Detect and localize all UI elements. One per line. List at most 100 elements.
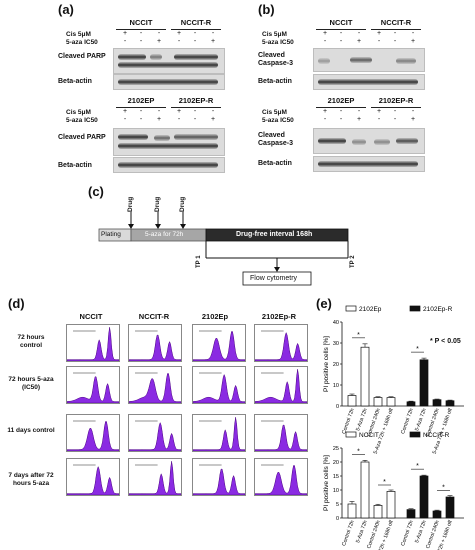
panel-b-bottom-line-1: 2102EP [327, 96, 355, 105]
panel-d-letter: (d) [8, 296, 25, 311]
panel-a-bottom-aza-sign-1: - [123, 116, 127, 123]
chart-1-2102Ep-R-bar-3 [432, 399, 442, 407]
panel-b-top-casp-blot [313, 48, 425, 72]
panel-a-bottom-actin-blot [113, 157, 225, 173]
chart-1-ytick-label: 30 [333, 341, 339, 347]
chart-1-2102Ep-bar-4 [386, 397, 396, 407]
panel-a-top-aza-sign-3: + [156, 38, 162, 45]
panel-b-bottom-aza-sign-5: - [393, 116, 397, 123]
aza-period-label: 5-aza for 72h [145, 231, 184, 238]
panel-a-top-signs: + - - + - - - - + - - + [116, 30, 222, 48]
chart-1-category-label: 5-Aza 72h [355, 408, 369, 432]
panel-a-top-cis-sign-5: - [193, 30, 197, 37]
panel-a-top-cis-label: Cis 5μM [66, 31, 91, 38]
panel-b-top-cis-sign-5: - [393, 30, 397, 37]
chart-2-legend-label: NCCIT [359, 432, 379, 439]
chart-1-2102Ep-bar-3 [373, 397, 383, 407]
chart-2-ytick-label: 10 [333, 488, 339, 494]
chart-1-sig-star: * [357, 332, 360, 339]
chart-1-ytick-label: 20 [333, 362, 339, 368]
chart-1-ytick-label: 0 [336, 404, 339, 410]
flow-arrow-head [274, 267, 280, 272]
panel-a-top-aza-sign-5: - [193, 38, 197, 45]
panel-b-top-cis-label: Cis 5μM [262, 31, 287, 38]
chart-2-NCCIT-R-bar-2 [419, 475, 429, 519]
panel-a-top-actin-blot [113, 74, 225, 90]
chart-1-2102Ep-R-bar-2 [419, 359, 429, 407]
chart-2-ytick-label: 25 [333, 446, 339, 452]
panel-a-bottom-aza-sign-4: - [177, 116, 181, 123]
panel-b-top-cis-sign-3: - [357, 30, 361, 37]
panel-a-bottom-underline-2 [171, 107, 221, 108]
panel-a-top-cis-sign-2: - [139, 30, 143, 37]
plating-label: Plating [101, 231, 121, 238]
chart-2-NCCIT-bar-2 [360, 461, 370, 519]
panel-b-top-aza-sign-4: - [377, 38, 381, 45]
panel-a-bottom-cis-sign-6: - [211, 108, 215, 115]
panel-b-bottom-cis-sign-2: - [339, 108, 343, 115]
chart-2-NCCIT-R-bar-4 [445, 496, 455, 519]
chart-2-ytick-label: 5 [336, 502, 339, 508]
chart-1-ytick-label: 40 [333, 320, 339, 326]
panel-d-row-3: 11 days control [7, 427, 55, 434]
panel-b-top-cis-sign-1: + [322, 30, 328, 37]
panel-b-bottom-aza-sign-1: - [323, 116, 327, 123]
panel-b-bottom-aza-sign-4: - [377, 116, 381, 123]
chart-2-category-label: 5-Aza 72h [414, 520, 428, 544]
panel-a-top-aza-label: 5-aza IC50 [66, 39, 98, 46]
panel-a-bottom-cis-sign-2: - [139, 108, 143, 115]
panel-b-letter: (b) [258, 2, 275, 17]
chart-2-NCCIT-R-bar-1 [406, 509, 416, 519]
panel-a-top-cis-sign-3: - [157, 30, 161, 37]
chart-1-category-label: 5-Aza 72h [414, 408, 428, 432]
chart-2-category-label: 5-Aza 72h [355, 520, 369, 544]
panel-b-bottom-aza-sign-3: + [356, 116, 362, 123]
panel-b-top-aza-sign-1: - [323, 38, 327, 45]
drug-arrow-3 [180, 212, 186, 229]
panel-a-bottom-aza-sign-6: + [210, 116, 216, 123]
panel-b-top-line-1: NCCIT [329, 18, 353, 27]
panel-a-top-line-1: NCCIT [129, 18, 153, 27]
panel-b-top-underline-2 [371, 29, 421, 30]
panel-c-letter: (c) [88, 184, 104, 199]
flow-label: Flow cytometry [250, 275, 298, 282]
panel-a-top-aza-sign-4: - [177, 38, 181, 45]
panel-b-top-underline-1 [316, 29, 366, 30]
chart-2-legend-swatch [345, 431, 357, 438]
chart-2-sig-star: * [416, 463, 419, 470]
panel-b-bottom-actin-blot [313, 156, 425, 172]
chart-1-2102Ep-bar-1 [347, 395, 357, 407]
panel-d-col-1: NCCIT [79, 312, 103, 321]
panel-a-top-cis-sign-1: + [122, 30, 128, 37]
panel-e-letter: (e) [316, 296, 332, 311]
panel-a-top-target: Cleaved PARP [58, 53, 106, 60]
chart-2-NCCIT-bar-4 [386, 491, 396, 519]
panel-a-top-aza-sign-2: - [139, 38, 143, 45]
panel-b-top-aza-sign-5: - [393, 38, 397, 45]
chart-2-sig-star-2: * [442, 485, 445, 492]
chart-2-ylabel: PI positive cells [%] [323, 455, 330, 511]
panel-a-top-parp-blot [113, 48, 225, 74]
panel-d-col-3: 2102Ep [201, 312, 229, 321]
chart-2-ytick-label: 0 [336, 516, 339, 522]
panel-b-top-signs: + - - + - - - - + - - + [316, 30, 422, 48]
panel-b-bottom-aza-label: 5-aza IC50 [262, 117, 294, 124]
panel-b-bottom-target: Cleaved Caspase-3 [258, 132, 294, 147]
panel-b-bottom-cis-sign-4: + [376, 108, 382, 115]
chart-2-legend-label: NCCIT-R [423, 432, 450, 439]
chart-2-NCCIT-bar-3 [373, 505, 383, 519]
panel-a-bottom-aza-sign-3: + [156, 116, 162, 123]
chart-2-ytick-label: 15 [333, 474, 339, 480]
panel-a-top-cis-sign-6: - [211, 30, 215, 37]
panel-a-bottom-line-2: 2102EP-R [178, 96, 214, 105]
panel-b-top-actin-blot [313, 74, 425, 90]
panel-a-bottom-target: Cleaved PARP [58, 134, 106, 141]
chart-1-legend-swatch [409, 305, 421, 312]
panel-a-top-underline-2 [171, 29, 221, 30]
panel-a-bottom-cis-sign-3: - [157, 108, 161, 115]
panel-b-top-line-2: NCCIT-R [380, 18, 412, 27]
panel-b-top-aza-label: 5-aza IC50 [262, 39, 294, 46]
panel-b-top-aza-sign-6: + [410, 38, 416, 45]
